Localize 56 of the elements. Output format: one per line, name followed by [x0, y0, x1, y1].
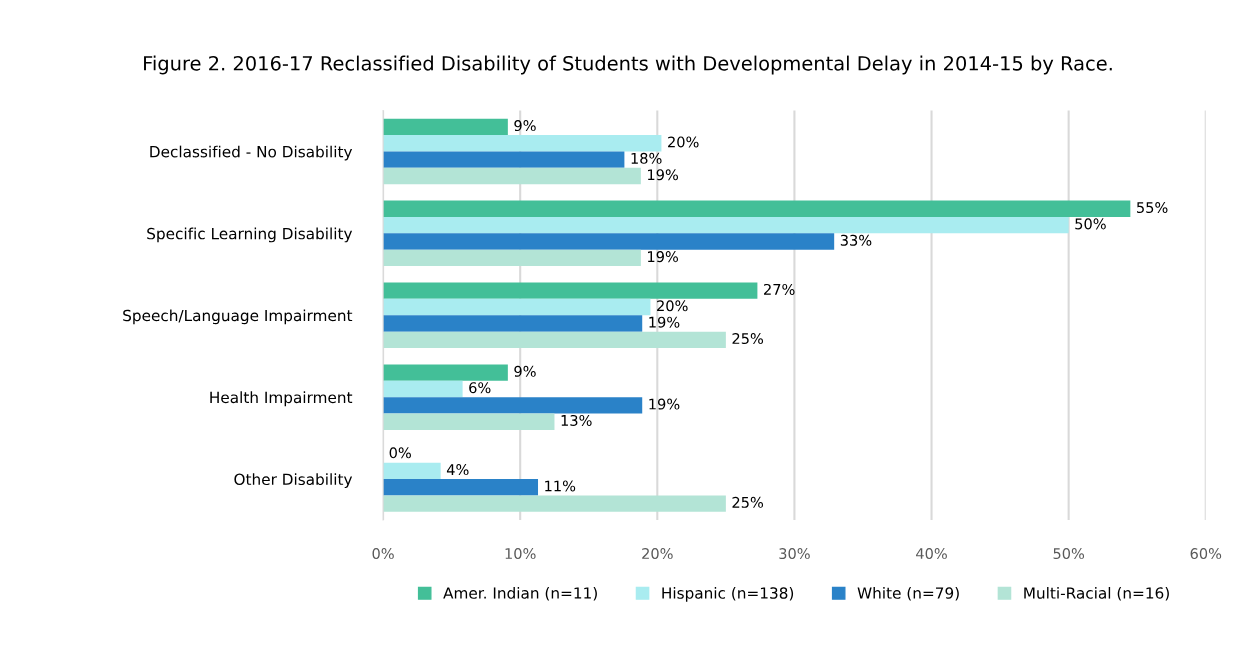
data-label: 19% [648, 251, 679, 263]
bar [383, 282, 758, 299]
legend-label: Amer. Indian (n=11) [443, 586, 597, 601]
y-tick-label: Health Impairment [210, 391, 353, 407]
x-tick-label: 10% [505, 548, 536, 560]
y-tick-label: Specific Learning Disability [147, 227, 353, 243]
bar [383, 364, 508, 381]
bar [383, 233, 835, 250]
x-tick-label: 0% [372, 548, 394, 560]
x-tick-label: 40% [916, 548, 947, 560]
annotation: 0% [389, 447, 411, 459]
data-label: 55% [1137, 201, 1168, 214]
data-label: 33% [840, 234, 872, 246]
data-label: 11% [545, 480, 576, 492]
x-tick-label: 60% [1190, 548, 1222, 560]
data-label: 20% [657, 300, 688, 312]
bar [383, 331, 726, 349]
data-label: 19% [648, 169, 679, 181]
data-label: 9% [514, 120, 536, 132]
chart-title: Figure 2. 2016-17 Reclassified Disability of Students with Developmental Delay in 2014-15 by Race. [144, 55, 1112, 75]
bar [383, 249, 641, 267]
legend-label: Hispanic (n=138) [662, 586, 794, 602]
y-tick-label: Other Disability [234, 473, 353, 489]
bar [383, 462, 441, 480]
bar [383, 495, 726, 512]
x-tick-label: 30% [779, 548, 810, 560]
y-tick-label: Speech/Language Impairment [123, 309, 353, 325]
y-tick-label: Declassified - No Disability [150, 145, 353, 161]
data-label: 27% [764, 283, 795, 295]
data-label: 18% [631, 152, 662, 164]
bar [383, 315, 643, 332]
data-label: 19% [649, 316, 680, 328]
legend-label: White (n=79) [857, 586, 959, 601]
data-label: 25% [732, 496, 764, 508]
data-label: 20% [668, 136, 699, 148]
legend-label: Multi-Racial (n=16) [1024, 586, 1169, 601]
data-label: 25% [732, 333, 764, 345]
data-label: 19% [649, 398, 680, 410]
bar [383, 200, 1131, 217]
x-tick-label: 20% [642, 548, 673, 560]
bar [383, 380, 463, 398]
bar [383, 413, 555, 430]
bar [383, 216, 1069, 234]
x-tick-label: 50% [1053, 548, 1085, 560]
bar [383, 118, 508, 136]
data-label: 4% [446, 464, 469, 476]
bar [383, 151, 625, 168]
data-label: 9% [514, 365, 536, 377]
bar [383, 397, 643, 414]
bar [383, 298, 651, 316]
data-label: 13% [561, 414, 592, 426]
data-label: 50% [1075, 218, 1106, 230]
bar [383, 167, 641, 185]
bar [383, 135, 662, 152]
data-label: 6% [469, 382, 491, 394]
bar [383, 479, 539, 496]
